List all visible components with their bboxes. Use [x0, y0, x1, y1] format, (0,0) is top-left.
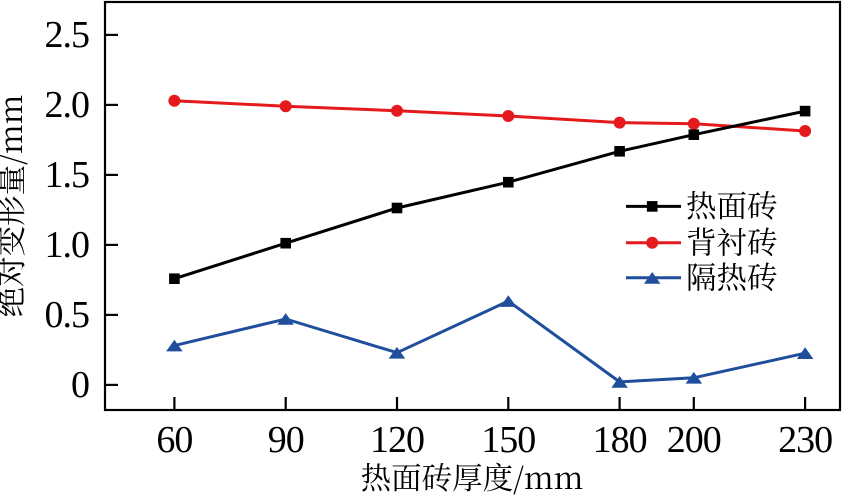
svg-text:绝对变形量/mm: 绝对变形量/mm: [0, 95, 31, 318]
svg-text:200: 200: [667, 419, 721, 461]
svg-text:2.5: 2.5: [45, 14, 90, 56]
svg-text:1.0: 1.0: [45, 224, 90, 266]
svg-text:90: 90: [268, 419, 304, 461]
svg-text:0: 0: [71, 364, 89, 406]
svg-text:60: 60: [156, 419, 192, 461]
svg-text:180: 180: [593, 419, 647, 461]
svg-text:隔热砖: 隔热砖: [686, 253, 778, 297]
svg-text:1.5: 1.5: [45, 154, 90, 196]
svg-text:230: 230: [778, 419, 832, 461]
svg-text:0.5: 0.5: [45, 294, 90, 336]
svg-text:2.0: 2.0: [45, 84, 90, 126]
svg-text:热面砖厚度/mm: 热面砖厚度/mm: [361, 454, 584, 498]
